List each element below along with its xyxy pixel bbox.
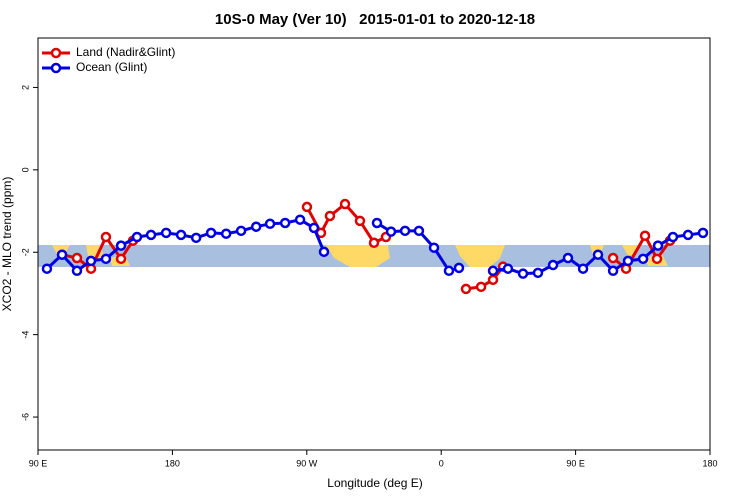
data-point (460, 283, 472, 295)
data-point (235, 225, 247, 237)
data-point (145, 229, 157, 241)
y-tick-label: -4 (20, 331, 30, 339)
data-point (220, 228, 232, 239)
legend-marker (50, 47, 62, 59)
data-point (368, 237, 380, 249)
data-point (622, 255, 634, 267)
data-point (637, 253, 649, 265)
data-point (667, 231, 679, 243)
legend-label: Ocean (Glint) (76, 60, 147, 74)
data-point (385, 226, 397, 237)
data-point (413, 225, 425, 237)
data-point (100, 253, 112, 265)
x-tick-label: 0 (439, 458, 444, 468)
data-point (517, 268, 529, 279)
data-point (697, 227, 709, 239)
chart-title: 10S-0 May (Ver 10) 2015-01-01 to 2020-12… (215, 11, 535, 28)
data-point (443, 265, 455, 277)
data-point (487, 274, 499, 286)
data-point (175, 229, 187, 241)
data-point (399, 225, 411, 237)
x-tick-label: 90 E (29, 458, 48, 468)
data-point (41, 263, 53, 274)
data-point (160, 227, 172, 239)
data-point (682, 229, 694, 241)
data-point (371, 217, 383, 229)
data-point (607, 265, 619, 277)
data-point (532, 267, 544, 279)
data-point (56, 249, 68, 260)
data-point (308, 222, 320, 234)
data-point (547, 259, 559, 271)
data-point (651, 253, 663, 265)
data-point (487, 265, 499, 277)
x-tick-label: 180 (702, 458, 717, 468)
data-point (71, 252, 83, 264)
x-axis-label: Longitude (deg E) (327, 476, 422, 490)
data-point (453, 262, 465, 274)
data-point (131, 231, 143, 243)
data-point (428, 242, 440, 253)
data-point (592, 249, 604, 260)
legend-marker (50, 62, 62, 74)
x-tick-label: 90 E (566, 458, 585, 468)
plot-frame (37, 37, 711, 451)
data-point (100, 231, 112, 243)
data-point (502, 263, 514, 274)
data-point (652, 240, 664, 251)
y-tick-label: 0 (20, 167, 30, 172)
data-point (279, 217, 291, 229)
x-tick-label: 90 W (296, 458, 318, 468)
data-point (250, 221, 262, 232)
data-point (639, 230, 651, 242)
data-point (577, 263, 589, 274)
data-point (115, 253, 127, 265)
data-point (205, 227, 217, 239)
data-point (562, 252, 574, 264)
y-tick-label: -6 (20, 413, 30, 421)
x-tick-label: 180 (165, 458, 180, 468)
data-point (115, 240, 127, 251)
data-point (85, 255, 97, 267)
data-point (475, 281, 487, 293)
data-point (324, 210, 336, 222)
data-point (354, 215, 366, 227)
y-tick-label: -2 (20, 248, 30, 256)
data-point (339, 198, 351, 210)
data-point (71, 265, 83, 277)
data-point (264, 218, 276, 230)
legend-label: Land (Nadir&Glint) (76, 45, 175, 59)
y-tick-label: 2 (20, 85, 30, 90)
data-point (607, 252, 619, 264)
data-point (301, 201, 313, 213)
y-axis-label: XCO2 - MLO trend (ppm) (0, 177, 14, 312)
data-point (318, 246, 330, 258)
data-point (190, 232, 202, 244)
data-point (294, 214, 306, 225)
